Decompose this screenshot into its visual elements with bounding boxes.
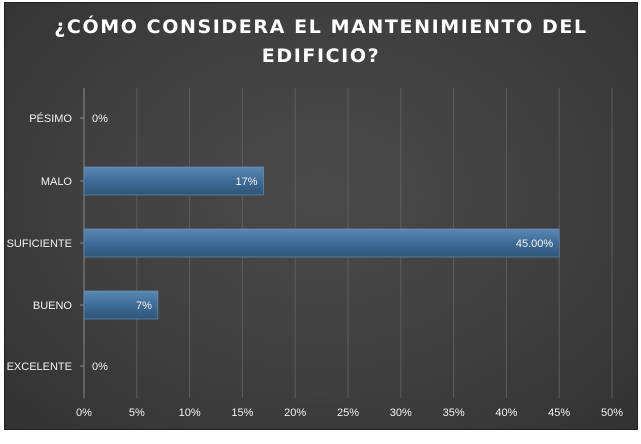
category-label: BUENO bbox=[33, 300, 73, 312]
category-label: SUFICIENTE bbox=[7, 238, 72, 250]
bar bbox=[83, 166, 264, 196]
data-label: 0% bbox=[92, 113, 108, 125]
data-label: 45.00% bbox=[516, 238, 554, 250]
data-label: 17% bbox=[235, 176, 257, 188]
x-tick-label: 0% bbox=[76, 407, 92, 419]
chart-title: ¿CÓMO CONSIDERA EL MANTENIMIENTO DEL EDI… bbox=[5, 13, 637, 71]
data-label: 7% bbox=[136, 300, 152, 312]
chart-title-line-2: EDIFICIO? bbox=[261, 45, 381, 67]
x-tick-label: 40% bbox=[495, 407, 517, 419]
data-label: 0% bbox=[92, 361, 108, 373]
x-tick-label: 15% bbox=[231, 407, 253, 419]
chart-area: ¿CÓMO CONSIDERA EL MANTENIMIENTO DEL EDI… bbox=[4, 2, 638, 430]
chart-title-line-1: ¿CÓMO CONSIDERA EL MANTENIMIENTO DEL bbox=[54, 16, 588, 38]
x-tick-label: 20% bbox=[284, 407, 306, 419]
category-label: MALO bbox=[41, 176, 73, 188]
x-tick-label: 10% bbox=[179, 407, 201, 419]
x-tick-label: 45% bbox=[548, 407, 570, 419]
x-tick-label: 30% bbox=[390, 407, 412, 419]
bar bbox=[83, 290, 159, 320]
x-tick-label: 5% bbox=[129, 407, 145, 419]
category-label: EXCELENTE bbox=[7, 361, 72, 373]
category-label: PÉSIMO bbox=[29, 112, 72, 125]
x-tick-label: 35% bbox=[443, 407, 465, 419]
x-tick-label: 50% bbox=[601, 407, 623, 419]
bar bbox=[83, 228, 560, 258]
x-tick-label: 25% bbox=[337, 407, 359, 419]
